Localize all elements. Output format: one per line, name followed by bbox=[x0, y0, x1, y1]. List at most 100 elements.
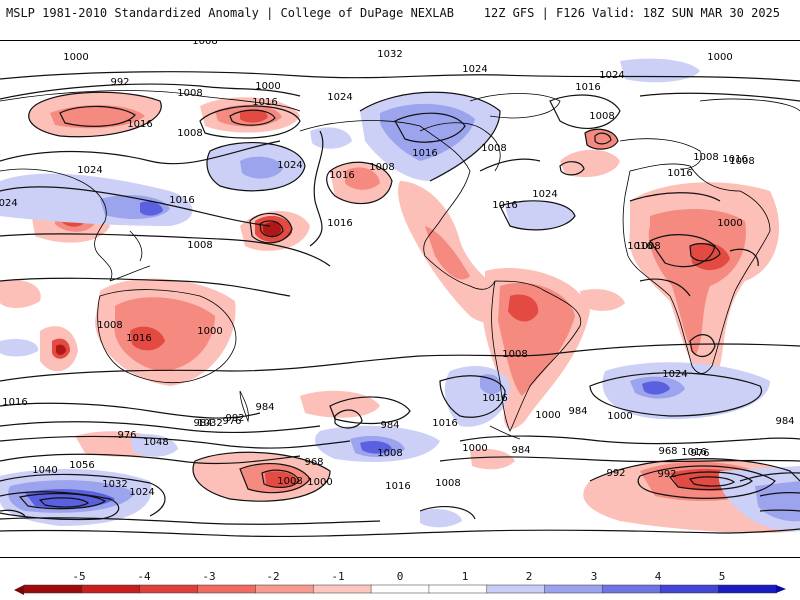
isobar bbox=[637, 465, 776, 499]
colorbar-swatch bbox=[81, 584, 141, 594]
isobar bbox=[0, 140, 281, 165]
isobar-label: 1016 bbox=[627, 241, 652, 252]
isobar-label: 984 bbox=[511, 445, 530, 456]
positive-anomaly-region bbox=[0, 339, 39, 357]
isobar-label: 1016 bbox=[722, 154, 747, 165]
isobar bbox=[594, 132, 612, 145]
isobar-label: 984 bbox=[568, 406, 587, 417]
isobar-label: 1016 bbox=[482, 393, 507, 404]
isobar-label: 1008 bbox=[435, 478, 460, 489]
negative-anomaly-region bbox=[580, 289, 625, 311]
colorbar-swatch bbox=[717, 584, 777, 594]
coastline bbox=[0, 168, 113, 282]
isobar-label: 1016 bbox=[327, 218, 352, 229]
positive-anomaly-region bbox=[130, 434, 178, 457]
isobar bbox=[326, 161, 393, 205]
isobar-label: 1040 bbox=[32, 465, 57, 476]
isobar bbox=[192, 451, 331, 502]
isobar-label: 1016 bbox=[432, 418, 457, 429]
colorbar-svg: -5 -4 -3 -2 -1 0 1 2 3 4 5 bbox=[14, 570, 786, 595]
isobar bbox=[0, 421, 321, 434]
isobar bbox=[249, 212, 293, 244]
isobar-label: 1000 bbox=[307, 477, 332, 488]
colorbar-tick-label: 1 bbox=[462, 570, 469, 583]
coastline bbox=[489, 425, 521, 440]
isobar bbox=[0, 233, 331, 267]
negative-anomaly-region bbox=[585, 129, 618, 150]
negative-anomaly-region bbox=[0, 279, 41, 308]
isobar bbox=[0, 509, 26, 517]
isobar bbox=[419, 506, 476, 520]
isobar-label: 1016 bbox=[2, 397, 27, 408]
isobar bbox=[0, 453, 301, 465]
isobar-label: 1008 bbox=[277, 476, 302, 487]
isobar-label: 1008 bbox=[187, 240, 212, 251]
isobar bbox=[309, 130, 324, 247]
isobar-label: 992 bbox=[110, 77, 129, 88]
isobar-label: 984 bbox=[193, 418, 212, 429]
isobar bbox=[649, 234, 716, 268]
colorbar-swatch bbox=[428, 584, 488, 594]
isobar-labels: 1016100810009921008100010161016100810241… bbox=[0, 41, 795, 498]
isobar bbox=[559, 161, 585, 176]
isobar bbox=[549, 94, 621, 129]
colorbar-tick-label: -5 bbox=[72, 570, 85, 583]
isobar-label: 976 bbox=[690, 448, 709, 459]
positive-anomaly-region bbox=[240, 156, 283, 179]
negative-anomaly-region bbox=[648, 209, 746, 356]
isobar bbox=[0, 473, 166, 517]
isobar bbox=[688, 476, 736, 487]
isobar bbox=[0, 517, 381, 525]
isobar-label: 992 bbox=[657, 469, 676, 480]
isobar bbox=[668, 471, 753, 491]
isobar-label: 1016 bbox=[667, 168, 692, 179]
isobar-label: 1016 bbox=[252, 97, 277, 108]
isobar bbox=[639, 278, 691, 297]
negative-anomaly-region bbox=[560, 149, 620, 178]
isobars bbox=[0, 71, 800, 538]
isobar bbox=[629, 192, 721, 202]
coastline bbox=[239, 390, 249, 423]
isobar bbox=[0, 186, 271, 227]
isobar-label: 1016 bbox=[681, 447, 706, 458]
coastline bbox=[469, 93, 561, 119]
isobar bbox=[229, 109, 276, 126]
isobar-label: 1016 bbox=[412, 148, 437, 159]
model-run-info: 12Z GFS | F126 Valid: 18Z SUN MAR 30 202… bbox=[483, 6, 780, 20]
isobar bbox=[0, 83, 301, 100]
isobar-label: 1000 bbox=[717, 218, 742, 229]
negative-anomaly-region bbox=[425, 226, 470, 280]
negative-anomaly-region bbox=[240, 109, 268, 123]
map-title: MSLP 1981-2010 Standardized Anomaly | Co… bbox=[6, 6, 454, 20]
isobar-label: 1024 bbox=[462, 64, 487, 75]
isobar bbox=[261, 469, 300, 488]
negative-anomaly-region bbox=[470, 449, 515, 470]
positive-anomaly-region bbox=[505, 200, 575, 230]
isobar-label: 984 bbox=[380, 420, 399, 431]
isobar bbox=[18, 492, 107, 510]
isobar bbox=[689, 243, 721, 262]
positive-anomaly-region bbox=[602, 362, 770, 420]
colorbar-swatch bbox=[370, 584, 430, 594]
isobar-label: 1000 bbox=[197, 326, 222, 337]
coastline bbox=[109, 265, 151, 282]
colorbar: -5 -4 -3 -2 -1 0 1 2 3 4 5 bbox=[0, 565, 800, 600]
isobar-label: 1000 bbox=[63, 52, 88, 63]
isobar-label: 984 bbox=[775, 416, 794, 427]
isobar-label: 1000 bbox=[607, 411, 632, 422]
positive-anomaly-region bbox=[480, 374, 502, 395]
colorbar-swatch bbox=[544, 584, 604, 594]
anomaly-map: 1016100810009921008100010161016100810241… bbox=[0, 41, 800, 538]
isobar bbox=[0, 277, 291, 297]
isobar-label: 992 bbox=[606, 468, 625, 479]
isobar-label: 1008 bbox=[693, 152, 718, 163]
isobar-label: 1024 bbox=[129, 487, 154, 498]
isobar bbox=[729, 248, 759, 267]
isobar-label: 1016 bbox=[492, 200, 517, 211]
isobar bbox=[394, 112, 466, 143]
colorbar-swatch bbox=[255, 584, 314, 594]
colorbar-swatch bbox=[660, 584, 719, 594]
isobar-label: 1016 bbox=[127, 119, 152, 130]
colorbar-swatch bbox=[197, 584, 257, 594]
negative-anomaly-region bbox=[130, 326, 165, 351]
